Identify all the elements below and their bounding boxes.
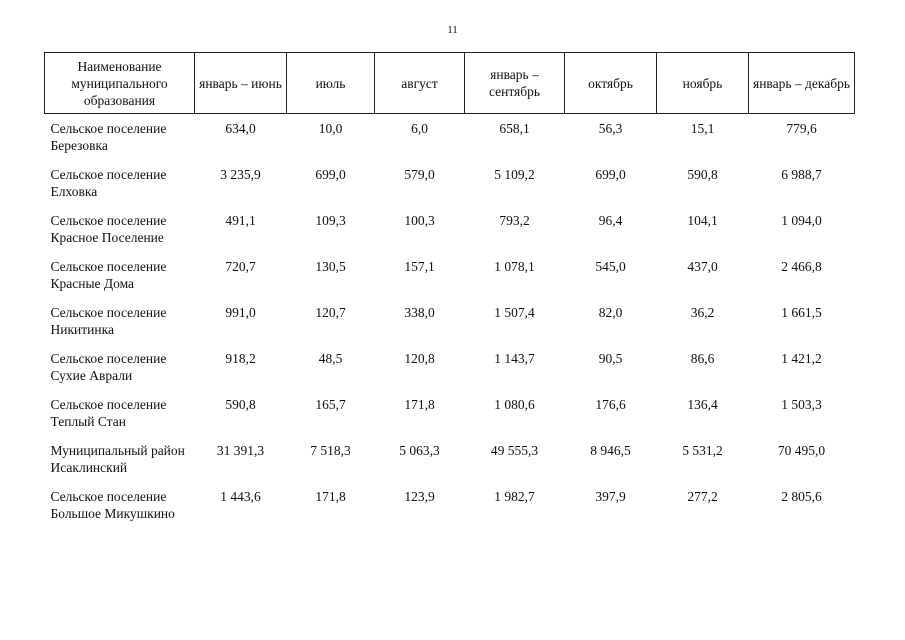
cell-municipality: Сельское поселение Никитинка <box>50 305 167 337</box>
cell-nov: 136,4 <box>687 397 718 412</box>
cell-jan-jun: 491,1 <box>225 213 256 228</box>
cell-nov: 15,1 <box>690 121 715 136</box>
cell-jan-sep: 1 143,7 <box>494 351 535 366</box>
cell-jul: 171,8 <box>315 489 346 504</box>
cell-jan-dec: 2 805,6 <box>781 489 822 504</box>
cell-jan-sep: 5 109,2 <box>494 167 535 182</box>
header-aug: август <box>374 52 465 114</box>
cell-jan-sep: 658,1 <box>499 121 530 136</box>
cell-jan-jun: 991,0 <box>225 305 256 320</box>
cell-jan-dec: 1 503,3 <box>781 397 822 412</box>
cell-nov: 277,2 <box>687 489 718 504</box>
cell-oct: 82,0 <box>598 305 623 320</box>
table-row: Сельское поселение Березовка 634,0 10,0 6,0… <box>45 114 855 161</box>
cell-aug: 100,3 <box>404 213 435 228</box>
cell-municipality: Сельское поселение Красное Поселение <box>50 213 167 245</box>
cell-municipality: Сельское поселение Теплый Стан <box>50 397 167 429</box>
cell-aug: 5 063,3 <box>399 443 440 458</box>
cell-municipality: Сельское поселение Большое Микушкино <box>50 489 175 521</box>
cell-jan-dec: 6 988,7 <box>781 167 822 182</box>
cell-aug: 120,8 <box>404 351 435 366</box>
cell-nov: 5 531,2 <box>682 443 723 458</box>
cell-jul: 7 518,3 <box>310 443 351 458</box>
cell-aug: 579,0 <box>404 167 435 182</box>
cell-oct: 56,3 <box>598 121 623 136</box>
cell-jan-sep: 1 078,1 <box>494 259 535 274</box>
cell-jul: 120,7 <box>315 305 346 320</box>
data-table: Наименование муниципального образования … <box>44 52 855 538</box>
cell-jan-dec: 1 094,0 <box>781 213 822 228</box>
cell-oct: 699,0 <box>595 167 626 182</box>
cell-jul: 48,5 <box>318 351 343 366</box>
cell-jul: 10,0 <box>318 121 343 136</box>
cell-aug: 171,8 <box>404 397 435 412</box>
cell-jan-jun: 1 443,6 <box>220 489 261 504</box>
cell-jan-sep: 1 507,4 <box>494 305 535 320</box>
cell-jan-jun: 3 235,9 <box>220 167 261 182</box>
cell-oct: 397,9 <box>595 489 626 504</box>
cell-nov: 86,6 <box>690 351 715 366</box>
cell-aug: 123,9 <box>404 489 435 504</box>
cell-oct: 8 946,5 <box>590 443 631 458</box>
table-row: Муниципальный район Исаклинский 31 391,3 7… <box>45 436 855 482</box>
cell-nov: 590,8 <box>687 167 718 182</box>
cell-nov: 437,0 <box>687 259 718 274</box>
cell-aug: 157,1 <box>404 259 435 274</box>
table-row: Сельское поселение Теплый Стан 590,8 165,7… <box>45 390 855 436</box>
cell-jan-jun: 31 391,3 <box>216 443 265 458</box>
header-nov: ноябрь <box>656 52 749 114</box>
cell-jan-sep: 1 080,6 <box>494 397 535 412</box>
cell-jan-jun: 918,2 <box>225 351 256 366</box>
cell-jan-dec: 2 466,8 <box>781 259 822 274</box>
cell-aug: 6,0 <box>411 121 428 136</box>
cell-oct: 90,5 <box>598 351 623 366</box>
table-row: Сельское поселение Елховка 3 235,9 699,0 57… <box>45 160 855 206</box>
cell-oct: 176,6 <box>595 397 626 412</box>
header-municipality: Наименование муниципального образования <box>44 52 195 114</box>
header-jul: июль <box>286 52 375 114</box>
cell-jan-jun: 720,7 <box>225 259 256 274</box>
cell-jan-sep: 793,2 <box>499 213 530 228</box>
cell-municipality: Сельское поселение Елховка <box>50 167 167 199</box>
cell-jul: 109,3 <box>315 213 346 228</box>
cell-jan-dec: 70 495,0 <box>777 443 826 458</box>
cell-jan-dec: 779,6 <box>786 121 817 136</box>
cell-nov: 104,1 <box>687 213 718 228</box>
cell-jan-jun: 590,8 <box>225 397 256 412</box>
cell-municipality: Сельское поселение Красные Дома <box>50 259 167 291</box>
table-row: Сельское поселение Большое Микушкино 1 44… <box>45 482 855 538</box>
cell-jan-dec: 1 421,2 <box>781 351 822 366</box>
cell-municipality: Сельское поселение Березовка <box>50 121 167 153</box>
cell-jan-sep: 49 555,3 <box>490 443 539 458</box>
header-row: Наименование муниципального образования … <box>44 52 855 114</box>
cell-municipality: Муниципальный район Исаклинский <box>50 443 185 475</box>
cell-nov: 36,2 <box>690 305 715 320</box>
page-number: 11 <box>447 24 458 36</box>
cell-jul: 699,0 <box>315 167 346 182</box>
cell-oct: 96,4 <box>598 213 623 228</box>
table-row: Сельское поселение Красные Дома 720,7 130,… <box>45 252 855 298</box>
cell-jul: 165,7 <box>315 397 346 412</box>
cell-jan-sep: 1 982,7 <box>494 489 535 504</box>
table-row: Сельское поселение Никитинка 991,0 120,7 33… <box>45 298 855 344</box>
cell-jul: 130,5 <box>315 259 346 274</box>
table-row: Сельское поселение Сухие Аврали 918,2 48,5… <box>45 344 855 390</box>
cell-jan-dec: 1 661,5 <box>781 305 822 320</box>
table-body: Сельское поселение Березовка 634,0 10,0 6,0… <box>45 114 855 539</box>
cell-municipality: Сельское поселение Сухие Аврали <box>50 351 167 383</box>
cell-jan-jun: 634,0 <box>225 121 256 136</box>
cell-aug: 338,0 <box>404 305 435 320</box>
header-oct: октябрь <box>564 52 657 114</box>
cell-oct: 545,0 <box>595 259 626 274</box>
header-jan-jun: январь – июнь <box>194 52 287 114</box>
table-row: Сельское поселение Красное Поселение 491,… <box>45 206 855 252</box>
header-jan-sep: январь – сентябрь <box>464 52 565 114</box>
header-jan-dec: январь – декабрь <box>748 52 855 114</box>
